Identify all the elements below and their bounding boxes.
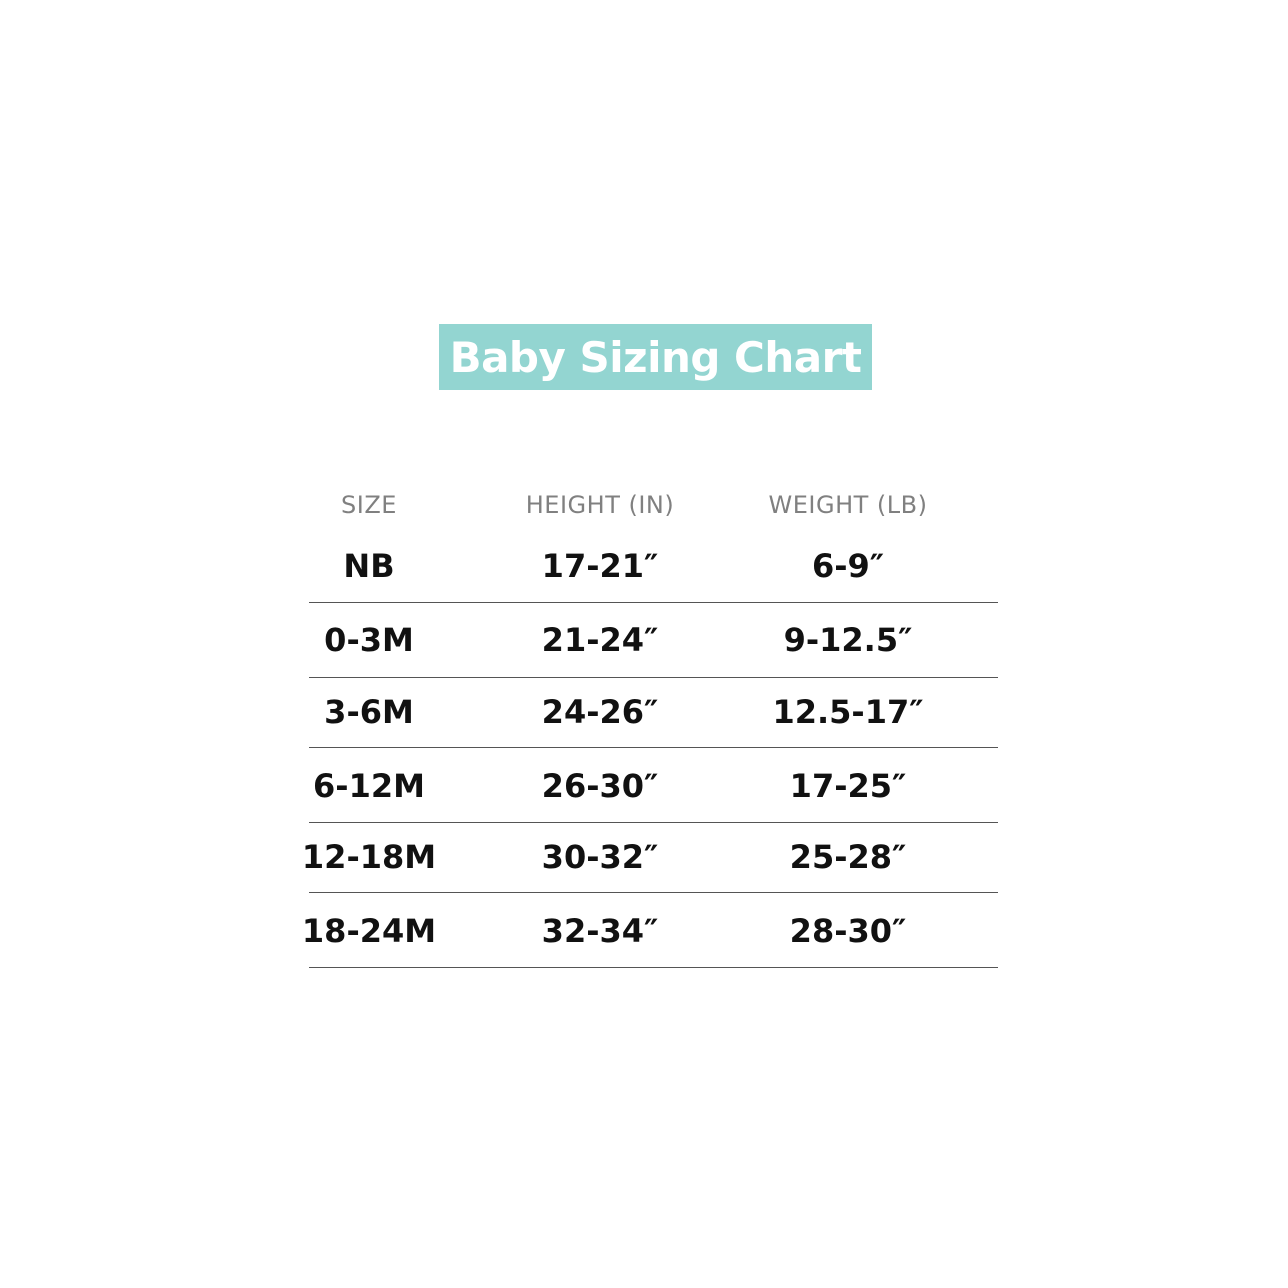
header-size: SIZE bbox=[341, 491, 397, 519]
height-cell: 17-21″ bbox=[541, 547, 659, 585]
header-weight: WEIGHT (LB) bbox=[768, 491, 928, 519]
row-divider bbox=[309, 892, 998, 893]
page-title: Baby Sizing Chart bbox=[449, 332, 862, 382]
size-cell: 0-3M bbox=[324, 621, 414, 659]
size-cell: 18-24M bbox=[301, 912, 437, 950]
size-cell: 6-12M bbox=[313, 767, 425, 805]
height-cell: 24-26″ bbox=[541, 693, 659, 731]
weight-cell: 12.5-17″ bbox=[772, 693, 924, 731]
weight-cell: 17-25″ bbox=[789, 767, 907, 805]
size-cell: 12-18M bbox=[301, 838, 437, 876]
weight-cell: 9-12.5″ bbox=[783, 621, 913, 659]
row-divider bbox=[309, 747, 998, 748]
size-cell: 3-6M bbox=[324, 693, 414, 731]
row-divider bbox=[309, 677, 998, 678]
title-banner: Baby Sizing Chart bbox=[439, 324, 872, 390]
row-divider bbox=[309, 822, 998, 823]
header-height: HEIGHT (IN) bbox=[525, 491, 675, 519]
height-cell: 30-32″ bbox=[541, 838, 659, 876]
weight-cell: 6-9″ bbox=[811, 547, 885, 585]
height-cell: 32-34″ bbox=[541, 912, 659, 950]
height-cell: 26-30″ bbox=[541, 767, 659, 805]
weight-cell: 28-30″ bbox=[789, 912, 907, 950]
row-divider bbox=[309, 967, 998, 968]
size-cell: NB bbox=[343, 547, 395, 585]
row-divider bbox=[309, 602, 998, 603]
height-cell: 21-24″ bbox=[541, 621, 659, 659]
weight-cell: 25-28″ bbox=[789, 838, 907, 876]
